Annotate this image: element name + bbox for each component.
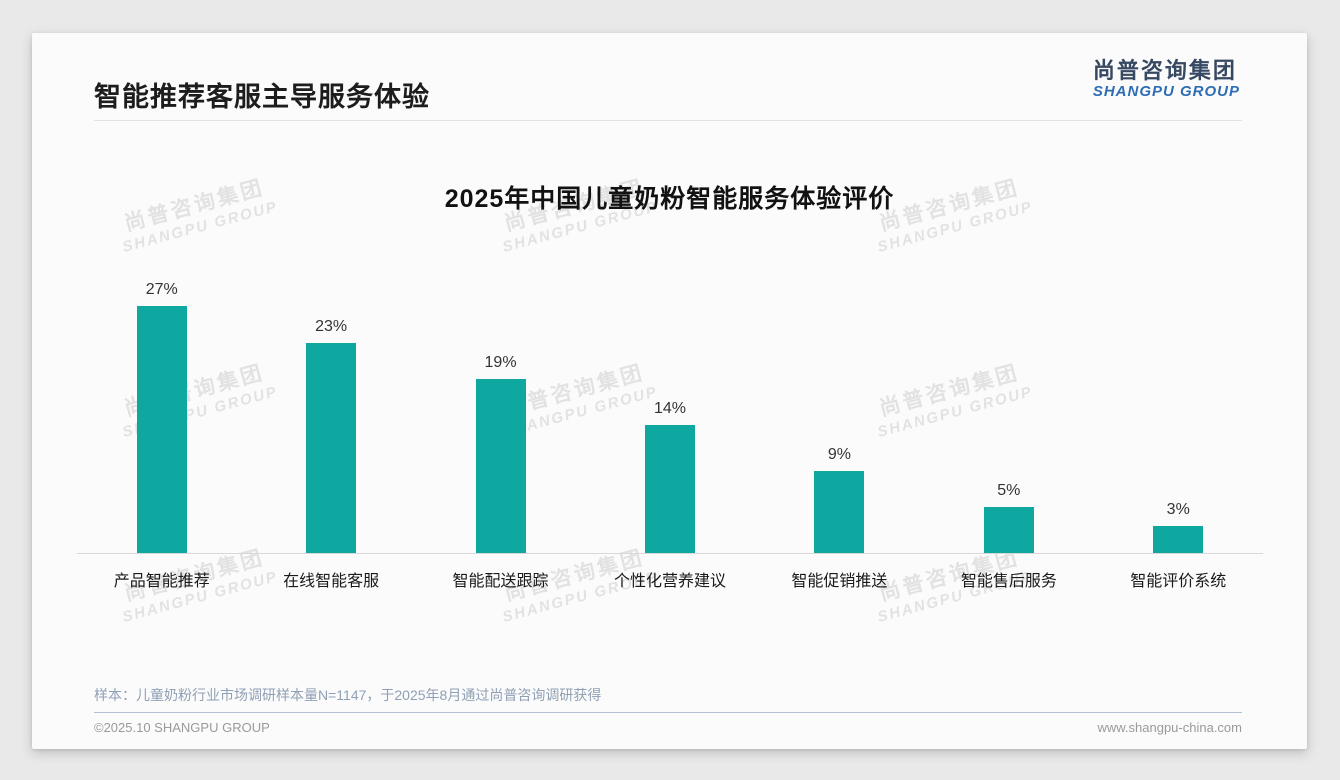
bar [475,379,526,553]
x-axis-category-label: 智能评价系统 [1130,573,1227,590]
footer: ©2025.10 SHANGPU GROUP www.shangpu-china… [94,720,1242,735]
bar-column: 9% [755,263,924,553]
chart-title: 2025年中国儿童奶粉智能服务体验评价 [444,185,895,213]
bar-column: 5% [924,263,1093,553]
copyright-text: ©2025.10 SHANGPU GROUP [94,720,270,735]
bar [644,424,695,553]
bar [306,342,357,553]
sample-note: 样本：儿童奶粉行业市场调研样本量N=1147，于2025年8月通过尚普咨询调研获… [94,687,602,703]
website-url: www.shangpu-china.com [1097,720,1242,735]
bar-value-label: 3% [1166,500,1190,518]
page-title: 智能推荐客服主导服务体验 [94,82,430,112]
bar-value-label: 23% [315,317,348,335]
footer-divider [94,712,1242,713]
bar-value-label: 27% [145,280,178,298]
bar [814,470,865,553]
bar-column: 23% [246,263,415,553]
x-axis-category-label: 智能促销推送 [791,573,888,590]
x-axis-category-label: 智能配送跟踪 [452,573,549,590]
slide-card: 尚普咨询集团 SHANGPU GROUP 尚普咨询集团 SHANGPU GROUP 尚普… [32,33,1307,749]
logo-chinese-text: 尚普咨询集团 [1092,58,1237,83]
bar-value-label: 9% [827,445,851,463]
logo-english-text: SHANGPU GROUP [1092,83,1240,101]
bar [136,305,187,553]
bar-value-label: 14% [653,399,686,417]
x-axis-category-row: 产品智能推荐 在线智能客服 智能配送跟踪 个性化营养建议 智能促销推送 智能售后服务 智能评… [77,553,1263,591]
bar [1153,525,1204,553]
bar-column: 19% [416,263,585,553]
bar-value-label: 19% [484,354,517,372]
bar-chart-plot: 27% 23% 19% 14% 9% 5% 3% [77,263,1263,553]
header-divider [94,120,1242,121]
bar-value-label: 5% [997,482,1021,500]
x-axis-category-label: 在线智能客服 [283,573,380,590]
x-axis-category-label: 个性化营养建议 [613,573,726,590]
bar-column: 3% [1094,263,1263,553]
bar-column: 14% [585,263,754,553]
bar [983,507,1034,553]
bar-column: 27% [77,263,246,553]
x-axis-category-label: 产品智能推荐 [113,573,210,590]
x-axis-category-label: 智能售后服务 [960,573,1057,590]
company-logo: 尚普咨询集团 SHANGPU GROUP [1093,58,1240,101]
